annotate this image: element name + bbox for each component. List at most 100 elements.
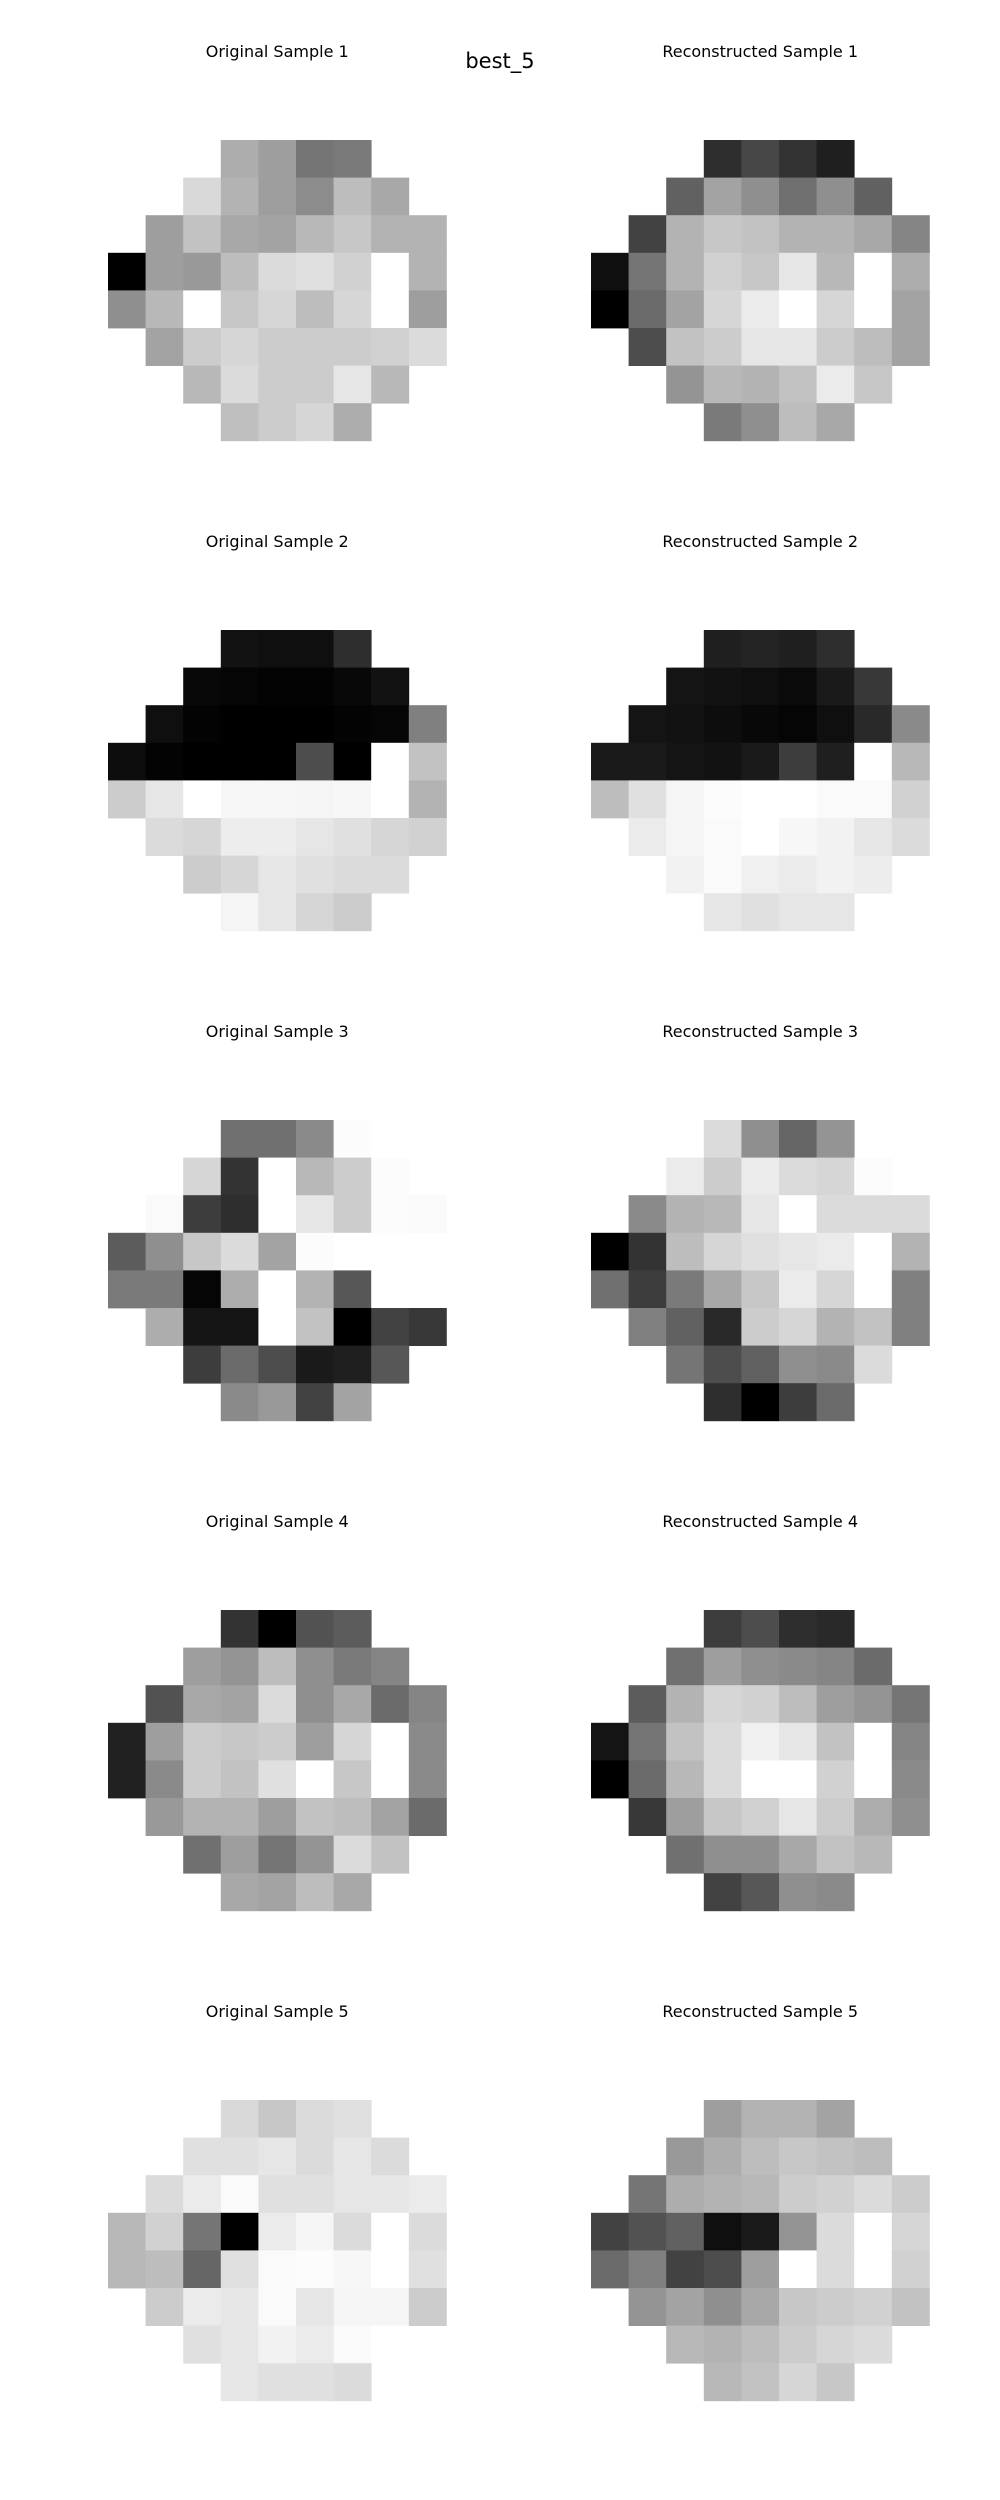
heatmap-cell [220, 1798, 259, 1836]
heatmap-cell [296, 1345, 334, 1384]
figure-suptitle: best_5 [465, 49, 534, 74]
heatmap-cell [296, 177, 334, 216]
heatmap-cell [371, 1798, 410, 1836]
heatmap-cell [220, 2288, 259, 2326]
heatmap-cell [779, 742, 817, 781]
heatmap-cell [258, 667, 297, 706]
heatmap-cell [296, 1383, 334, 1422]
heatmap-cell [779, 328, 817, 366]
heatmap-cell [183, 818, 222, 856]
heatmap-cell [779, 1120, 817, 1158]
heatmap-cell [220, 2325, 259, 2364]
heatmap-cell [145, 1232, 184, 1271]
heatmap-cell [220, 855, 259, 894]
heatmap-cell [258, 742, 297, 781]
heatmap-cell [854, 1760, 893, 1799]
heatmap-cell [371, 1157, 410, 1196]
heatmap-cell [220, 2250, 259, 2289]
heatmap-cell [296, 818, 334, 856]
heatmap-cell [145, 818, 184, 856]
heatmap-cell [703, 403, 742, 442]
heatmap-cell [408, 252, 447, 291]
heatmap-cell [741, 328, 780, 366]
original-sample-2-title: Original Sample 2 [206, 532, 349, 551]
heatmap-cell [628, 1270, 667, 1309]
heatmap-cell [816, 2288, 855, 2326]
heatmap-cell [816, 2363, 855, 2402]
heatmap-cell [371, 780, 410, 819]
heatmap-cell [854, 667, 893, 706]
heatmap-cell [333, 1610, 372, 1648]
heatmap-cell [145, 1760, 184, 1799]
heatmap-cell [220, 1647, 259, 1686]
heatmap-cell [296, 252, 334, 291]
original-sample-3-title: Original Sample 3 [206, 1022, 349, 1041]
heatmap-cell [258, 365, 297, 404]
heatmap-cell [333, 1308, 372, 1346]
heatmap-cell [220, 1120, 259, 1158]
heatmap-cell [371, 742, 410, 781]
heatmap-cell [333, 1873, 372, 1912]
heatmap-cell [371, 2137, 410, 2176]
heatmap-cell [741, 1873, 780, 1912]
heatmap-cell [371, 1835, 410, 1874]
heatmap-cell [371, 177, 410, 216]
heatmap-cell [891, 742, 930, 781]
heatmap-cell [891, 1798, 930, 1836]
heatmap-cell [703, 667, 742, 706]
heatmap-cell [183, 1308, 222, 1346]
heatmap-cell [703, 742, 742, 781]
heatmap-cell [703, 1647, 742, 1686]
heatmap-cell [258, 1345, 297, 1384]
heatmap-cell [816, 742, 855, 781]
heatmap-cell [258, 1647, 297, 1686]
heatmap-cell [145, 705, 184, 744]
heatmap-cell [183, 365, 222, 404]
heatmap-cell [296, 855, 334, 894]
heatmap-cell [854, 2175, 893, 2214]
heatmap-cell [333, 1345, 372, 1384]
heatmap-cell [891, 1722, 930, 1761]
heatmap-cell [741, 1345, 780, 1384]
heatmap-cell [220, 1722, 259, 1761]
heatmap-cell [703, 1195, 742, 1234]
heatmap-cell [891, 2212, 930, 2251]
heatmap-cell [779, 1647, 817, 1686]
heatmap-cell [333, 2363, 372, 2402]
heatmap-cell [183, 1232, 222, 1271]
reconstructed-sample-2-panel: Reconstructed Sample 2 [591, 532, 930, 932]
heatmap-cell [741, 1760, 780, 1799]
heatmap-cell [371, 1232, 410, 1271]
heatmap-cell [296, 1610, 334, 1648]
heatmap-cell [666, 1308, 705, 1346]
heatmap-cell [333, 818, 372, 856]
heatmap-cell [591, 1722, 629, 1761]
heatmap-cell [220, 1345, 259, 1384]
heatmap-cell [108, 290, 146, 329]
heatmap-cell [408, 2175, 447, 2214]
original-sample-1-panel: Original Sample 1 [108, 42, 447, 442]
heatmap-cell [816, 1120, 855, 1158]
heatmap-cell [371, 1308, 410, 1346]
heatmap-cell [779, 252, 817, 291]
heatmap-cell [145, 1308, 184, 1346]
heatmap-cell [371, 818, 410, 856]
heatmap-cell [741, 2137, 780, 2176]
heatmap-cell [183, 2288, 222, 2326]
heatmap-cell [816, 215, 855, 254]
heatmap-cell [854, 2250, 893, 2289]
heatmap-cell [371, 215, 410, 254]
heatmap-cell [408, 1798, 447, 1836]
heatmap-cell [258, 2137, 297, 2176]
heatmap-cell [816, 403, 855, 442]
heatmap-cell [408, 2212, 447, 2251]
heatmap-cell [408, 215, 447, 254]
heatmap-cell [371, 1685, 410, 1724]
heatmap-cell [258, 818, 297, 856]
heatmap-cell [258, 403, 297, 442]
heatmap-cell [371, 1722, 410, 1761]
heatmap-cell [371, 2250, 410, 2289]
heatmap-cell [703, 2363, 742, 2402]
heatmap-cell [296, 2250, 334, 2289]
heatmap-cell [816, 290, 855, 329]
